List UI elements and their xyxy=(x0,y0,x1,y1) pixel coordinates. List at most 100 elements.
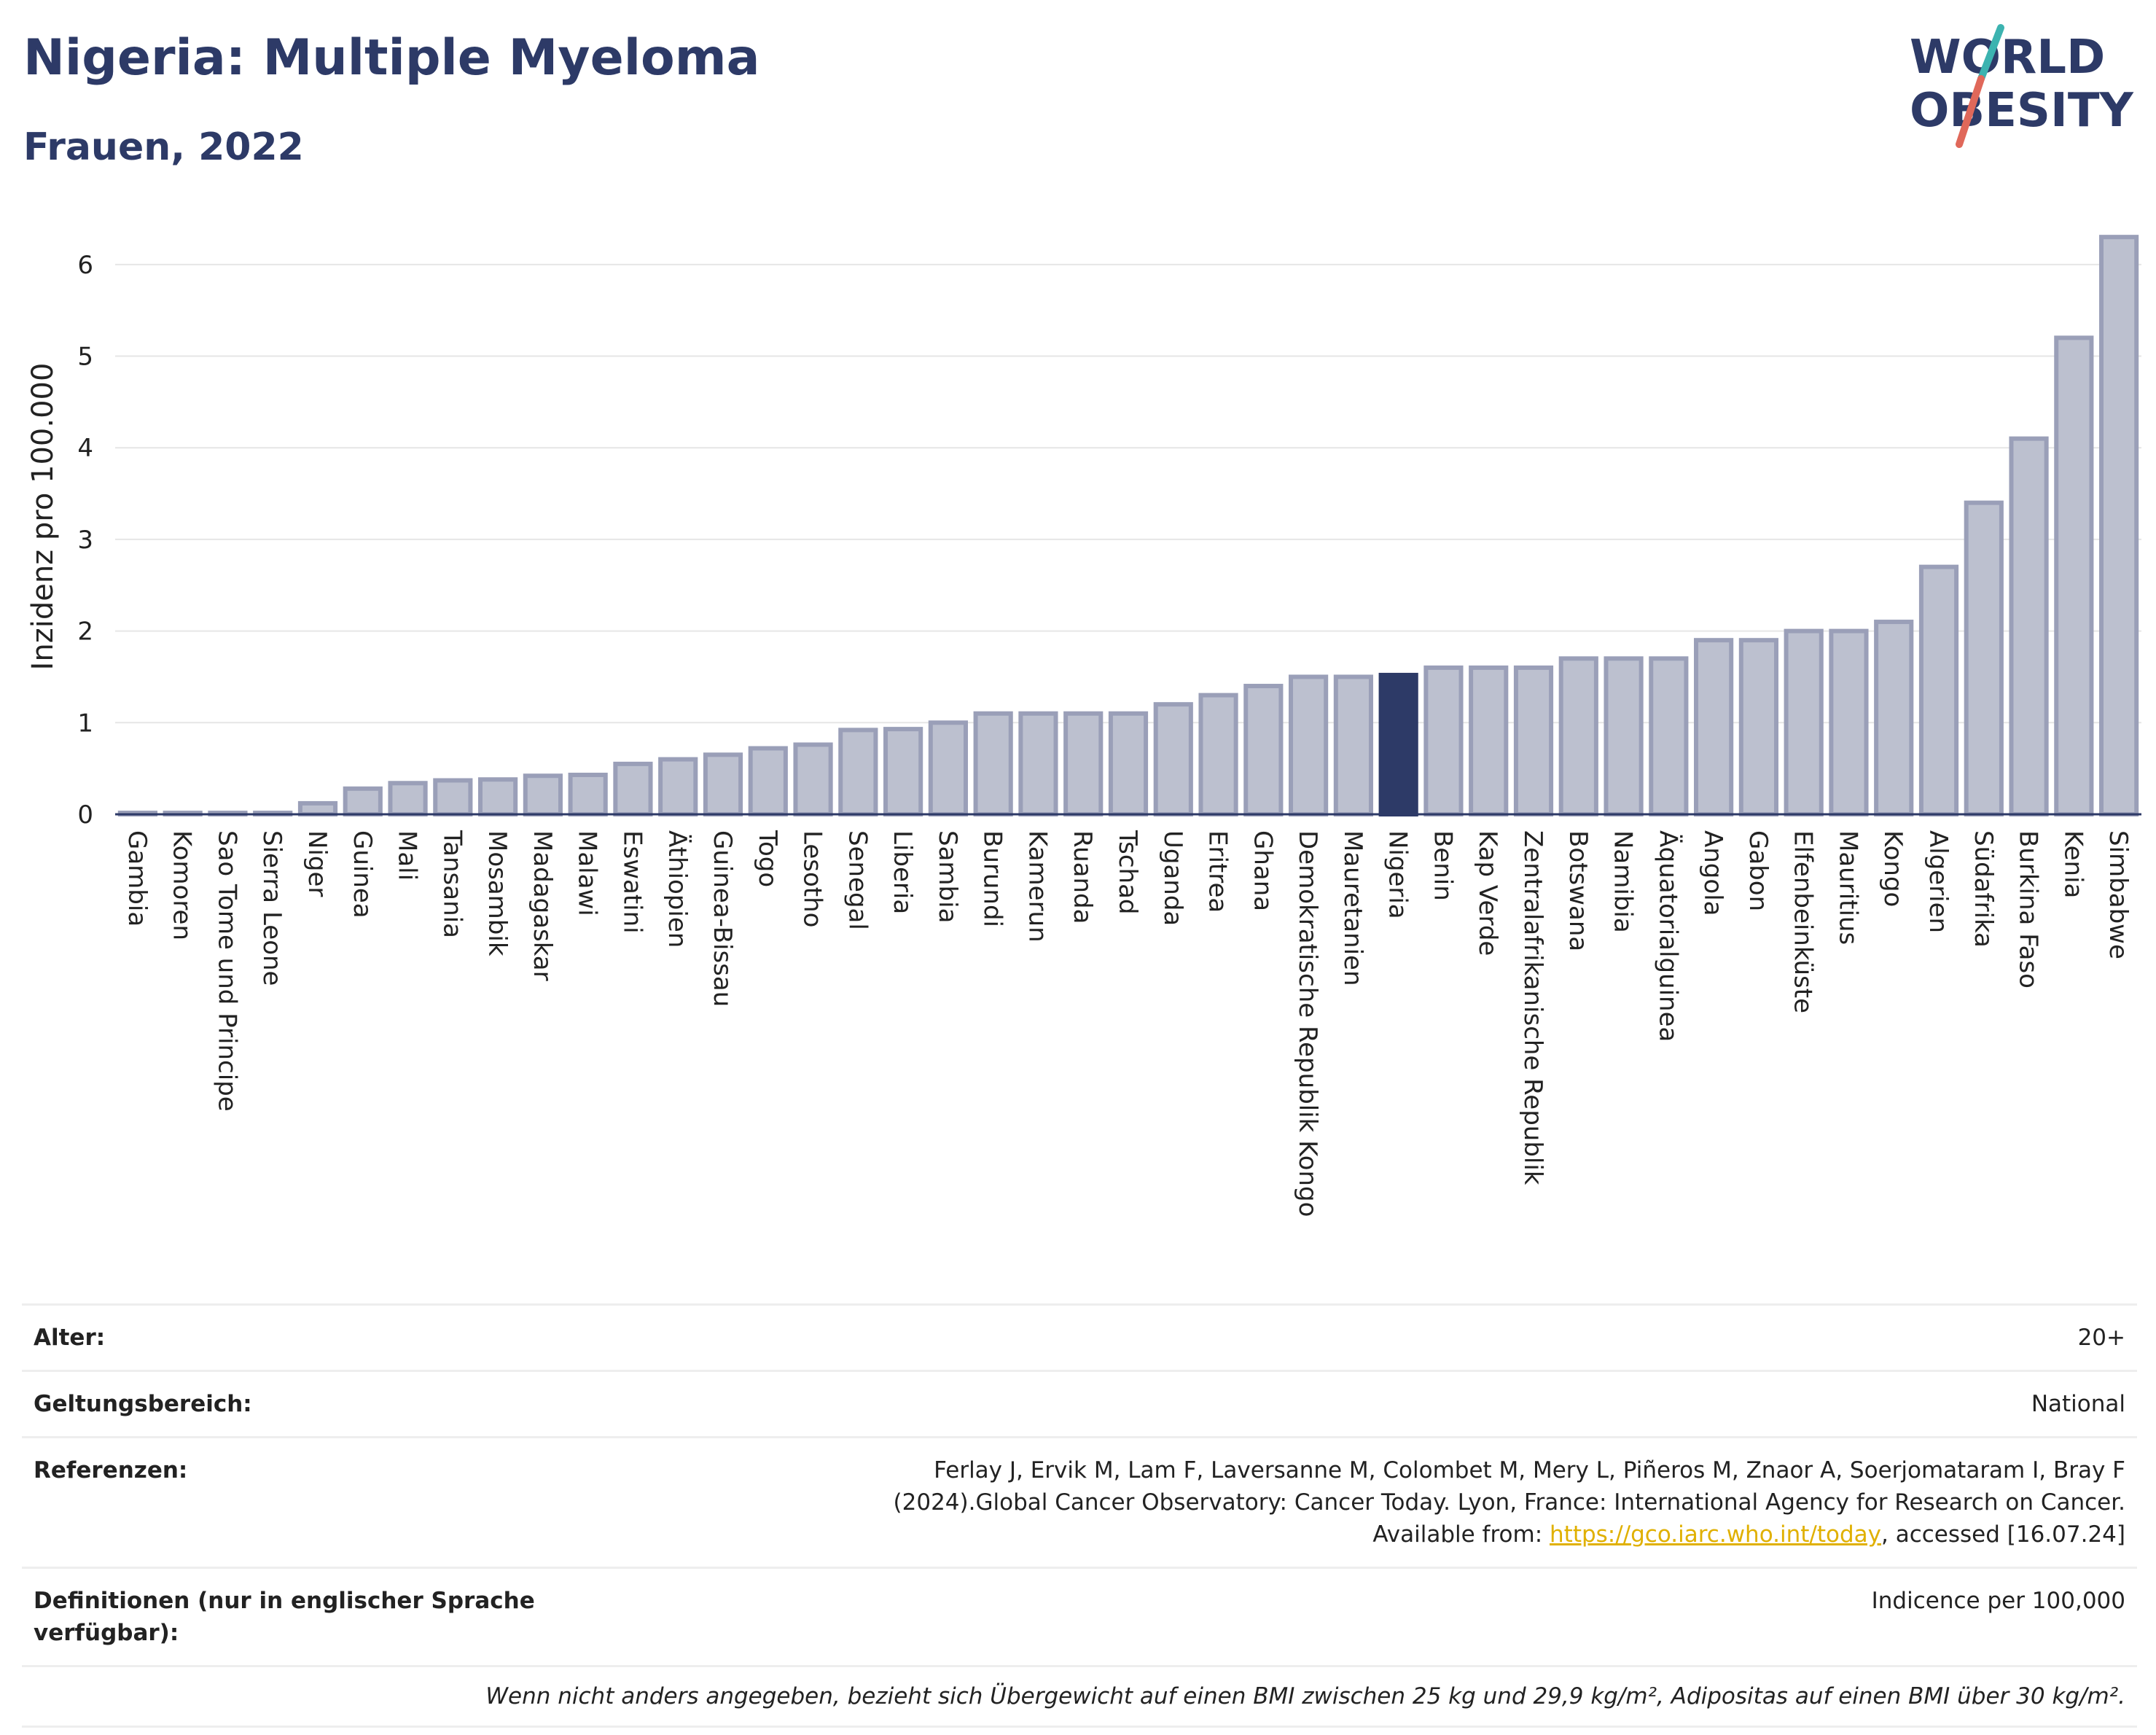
bar-senegal xyxy=(838,728,878,817)
x-tick-label: Ruanda xyxy=(1068,830,1097,924)
bar-zentralafrikanische-republik xyxy=(1513,665,1554,817)
x-tick-label: Kap Verde xyxy=(1473,830,1502,956)
bar-guinea xyxy=(343,786,383,816)
info-row-scope: Geltungsbereich: National xyxy=(22,1370,2137,1436)
bar-togo xyxy=(748,746,788,817)
x-tick-label: Äquatorialguinea xyxy=(1653,830,1682,1042)
bar-kap-verde xyxy=(1469,665,1509,817)
bar-ghana xyxy=(1243,684,1284,816)
y-tick-label: 1 xyxy=(77,709,93,738)
reference-link[interactable]: https://gco.iarc.who.int/today xyxy=(1550,1521,1881,1548)
bar-chart: 0 1 2 3 4 5 6 Gambia Komoren Sao Tome und Princi… xyxy=(26,235,2141,1217)
x-tick-label: Kenia xyxy=(2058,830,2087,898)
bar-mauretanien xyxy=(1333,674,1373,817)
page-title: Nigeria: Multiple Myeloma xyxy=(23,29,760,87)
x-tick-label: Burkina Faso xyxy=(2014,830,2043,989)
x-tick-label: Mauritius xyxy=(1833,830,1862,945)
bar-kongo xyxy=(1874,620,1914,816)
x-tick-label: Kamerun xyxy=(1023,830,1052,943)
logo-text-line2: OBESITY xyxy=(1910,84,2133,138)
x-tick-label: Ghana xyxy=(1248,830,1277,911)
x-tick-label: Togo xyxy=(753,830,782,887)
logo-slash-teal xyxy=(1977,24,2004,82)
bar-äquatorialguinea xyxy=(1649,656,1689,816)
x-tick-label: Südafrika xyxy=(1969,830,1998,948)
info-key: Referenzen: xyxy=(34,1457,188,1483)
bar-mali xyxy=(388,781,428,817)
x-tick-label: Gambia xyxy=(122,830,152,927)
y-tick-label: 4 xyxy=(77,434,93,463)
page-subtitle: Frauen, 2022 xyxy=(23,125,304,169)
bar-südafrika xyxy=(1964,500,2004,817)
y-tick-label: 6 xyxy=(77,251,93,280)
info-key: Geltungsbereich: xyxy=(34,1391,252,1417)
bar-äthiopien xyxy=(658,757,698,816)
x-tick-label: Botswana xyxy=(1563,830,1593,951)
x-tick-label: Malawi xyxy=(573,830,602,916)
bar-angola xyxy=(1694,638,1734,817)
bar-eswatini xyxy=(613,761,653,817)
bar-botswana xyxy=(1558,656,1598,816)
bars xyxy=(117,235,2139,817)
bar-madagaskar xyxy=(523,773,563,816)
bar-mauritius xyxy=(1829,628,1869,816)
info-key: Definitionen (nur in englischer Sprache … xyxy=(34,1588,535,1646)
bar-malawi xyxy=(568,772,608,816)
bar-burundi xyxy=(973,711,1013,816)
x-tick-label: Algerien xyxy=(1923,830,1953,933)
bar-kenia xyxy=(2054,335,2094,816)
x-tick-label: Sambia xyxy=(933,830,962,923)
bar-simbabwe xyxy=(2099,235,2139,816)
bar-ruanda xyxy=(1063,711,1104,816)
bar-tschad xyxy=(1108,711,1149,816)
bar-liberia xyxy=(883,727,923,816)
y-tick-label: 2 xyxy=(77,617,93,647)
bar-niger xyxy=(297,800,338,816)
x-tick-label: Uganda xyxy=(1158,830,1187,926)
y-axis-label: Inzidenz pro 100.000 xyxy=(26,363,60,671)
x-tick-label: Tansania xyxy=(437,830,466,938)
info-table: Alter: 20+ Geltungsbereich: National Ref… xyxy=(22,1303,2137,1728)
bar-tansania xyxy=(433,778,473,817)
bar-algerien xyxy=(1918,564,1959,817)
x-tick-label: Gabon xyxy=(1743,830,1773,911)
info-value: 20+ xyxy=(2077,1325,2125,1351)
x-tick-label: Lesotho xyxy=(798,830,827,927)
reference-text: Ferlay J, Ervik M, Lam F, Laversanne M, … xyxy=(893,1457,2125,1548)
bar-lesotho xyxy=(793,742,833,816)
reference-suffix: , accessed [16.07.24] xyxy=(1880,1521,2125,1548)
x-tick-label: Burundi xyxy=(978,830,1007,927)
x-tick-label: Zentralafrikanische Republik xyxy=(1518,830,1547,1185)
bar-mosambik xyxy=(478,777,518,817)
x-tick-label: Demokratische Republik Kongo xyxy=(1293,830,1322,1217)
x-tick-label: Eswatini xyxy=(617,830,647,934)
x-tick-label: Benin xyxy=(1428,830,1457,901)
info-row-references: Referenzen: Ferlay J, Ervik M, Lam F, La… xyxy=(22,1436,2137,1567)
x-tick-label: Niger xyxy=(302,830,332,897)
x-tick-label: Mauretanien xyxy=(1338,830,1367,986)
x-tick-label: Äthiopien xyxy=(663,830,692,948)
x-tick-label: Guinea-Bissau xyxy=(708,830,737,1007)
y-tick-label: 3 xyxy=(77,526,93,555)
x-tick-label: Sierra Leone xyxy=(257,830,286,986)
x-tick-label: Liberia xyxy=(888,830,917,914)
info-value: Ferlay J, Ervik M, Lam F, Laversanne M, … xyxy=(544,1454,2125,1551)
x-tick-label: Sao Tome und Principe xyxy=(212,830,241,1112)
x-tick-label: Eritrea xyxy=(1203,830,1233,913)
x-tick-label: Komoren xyxy=(168,830,197,940)
y-tick-label: 5 xyxy=(77,343,93,372)
logo-text-line1: WORLD xyxy=(1910,31,2105,85)
x-tick-label: Elfenbeinküste xyxy=(1789,830,1818,1013)
bar-nigeria xyxy=(1378,672,1418,816)
x-axis-labels: Gambia Komoren Sao Tome und Principe Sierra… xyxy=(122,830,2133,1217)
info-value: Indicence per 100,000 xyxy=(1871,1588,2125,1614)
bar-demokratische-republik-kongo xyxy=(1289,674,1329,817)
x-tick-label: Madagaskar xyxy=(528,830,557,981)
bar-eritrea xyxy=(1198,693,1238,816)
x-tick-label: Nigeria xyxy=(1383,830,1413,919)
bar-kamerun xyxy=(1018,711,1058,816)
x-tick-label: Angola xyxy=(1698,830,1727,916)
world-obesity-logo: WORLD OBESITY xyxy=(1910,24,2133,148)
y-axis-ticks: 0 1 2 3 4 5 6 xyxy=(77,251,93,830)
bar-uganda xyxy=(1153,702,1193,817)
